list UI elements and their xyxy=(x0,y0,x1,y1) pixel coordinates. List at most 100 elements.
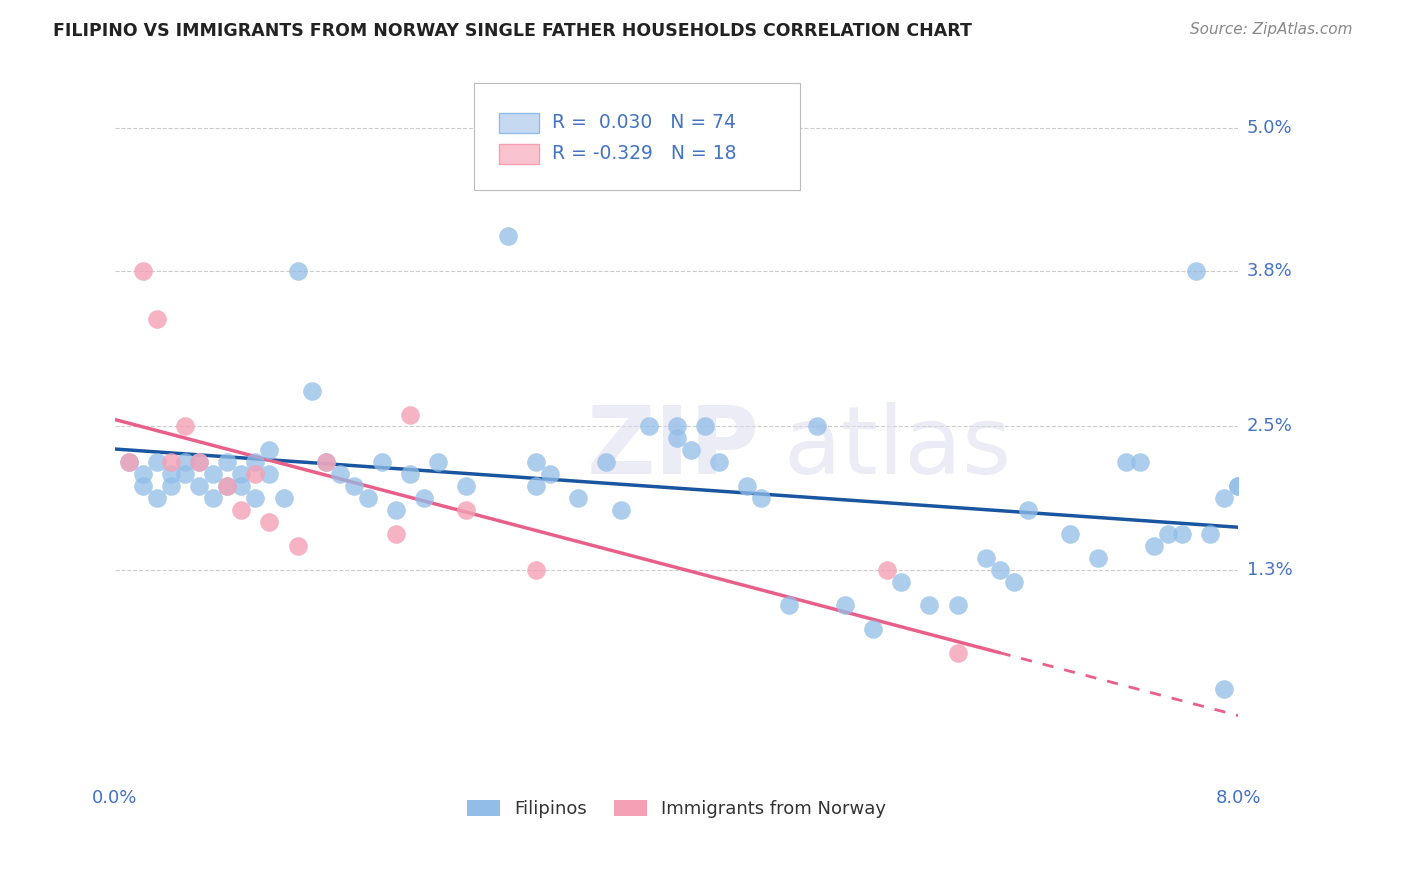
Text: ZIP: ZIP xyxy=(586,402,759,494)
Point xyxy=(1129,455,1152,469)
Point xyxy=(707,455,730,469)
Point xyxy=(637,419,659,434)
Point xyxy=(301,384,323,398)
Text: 5.0%: 5.0% xyxy=(1247,120,1292,137)
Point xyxy=(329,467,352,482)
Point xyxy=(876,563,898,577)
Text: R =  0.030   N = 74: R = 0.030 N = 74 xyxy=(553,113,735,132)
Point xyxy=(946,646,969,660)
Point xyxy=(524,455,547,469)
Point xyxy=(315,455,337,469)
Point xyxy=(146,312,169,326)
FancyBboxPatch shape xyxy=(474,83,800,190)
Point xyxy=(609,503,631,517)
Point xyxy=(482,145,505,159)
Point xyxy=(245,467,267,482)
Point xyxy=(427,455,450,469)
Point xyxy=(693,419,716,434)
Point xyxy=(524,479,547,493)
Point xyxy=(343,479,366,493)
Text: 2.5%: 2.5% xyxy=(1247,417,1292,435)
Point xyxy=(188,455,211,469)
Point xyxy=(174,467,197,482)
Point xyxy=(217,479,239,493)
Legend: Filipinos, Immigrants from Norway: Filipinos, Immigrants from Norway xyxy=(460,793,893,825)
Point xyxy=(287,539,309,553)
Point xyxy=(217,479,239,493)
Text: R = -0.329   N = 18: R = -0.329 N = 18 xyxy=(553,145,737,163)
Point xyxy=(132,479,155,493)
Point xyxy=(188,479,211,493)
Point xyxy=(160,455,183,469)
Point xyxy=(231,479,253,493)
Point xyxy=(454,503,477,517)
Point xyxy=(160,479,183,493)
Point xyxy=(259,515,281,529)
Point xyxy=(679,443,702,458)
Point xyxy=(988,563,1011,577)
Point xyxy=(890,574,912,589)
Point xyxy=(399,467,422,482)
Point xyxy=(946,599,969,613)
Point xyxy=(778,599,800,613)
Point xyxy=(1115,455,1137,469)
Point xyxy=(202,491,225,505)
Point xyxy=(259,443,281,458)
Point xyxy=(1059,526,1081,541)
Point xyxy=(118,455,141,469)
Point xyxy=(1227,479,1250,493)
Point xyxy=(1185,264,1208,278)
Point xyxy=(1213,491,1236,505)
Point xyxy=(1087,550,1109,565)
Point xyxy=(665,431,688,445)
Point xyxy=(385,526,408,541)
Point xyxy=(1227,479,1250,493)
Point xyxy=(413,491,436,505)
Point xyxy=(665,419,688,434)
Point xyxy=(834,599,856,613)
Point xyxy=(1002,574,1025,589)
Point xyxy=(1143,539,1166,553)
Point xyxy=(146,491,169,505)
Point xyxy=(202,467,225,482)
Point xyxy=(974,550,997,565)
Point xyxy=(132,264,155,278)
Point xyxy=(1171,526,1194,541)
Point xyxy=(188,455,211,469)
Point xyxy=(174,419,197,434)
Point xyxy=(1157,526,1180,541)
FancyBboxPatch shape xyxy=(499,144,538,164)
Text: Source: ZipAtlas.com: Source: ZipAtlas.com xyxy=(1189,22,1353,37)
Point xyxy=(567,491,589,505)
Point xyxy=(357,491,380,505)
Point xyxy=(174,455,197,469)
Point xyxy=(538,467,561,482)
Point xyxy=(231,467,253,482)
Point xyxy=(918,599,941,613)
Point xyxy=(749,491,772,505)
Point xyxy=(371,455,394,469)
Point xyxy=(132,467,155,482)
Text: 3.8%: 3.8% xyxy=(1247,262,1292,280)
Point xyxy=(862,623,884,637)
Point xyxy=(496,228,519,243)
Point xyxy=(1213,681,1236,696)
Point xyxy=(595,455,617,469)
Point xyxy=(1017,503,1039,517)
Point xyxy=(245,491,267,505)
Point xyxy=(385,503,408,517)
Text: FILIPINO VS IMMIGRANTS FROM NORWAY SINGLE FATHER HOUSEHOLDS CORRELATION CHART: FILIPINO VS IMMIGRANTS FROM NORWAY SINGL… xyxy=(53,22,973,40)
Point xyxy=(231,503,253,517)
Point xyxy=(118,455,141,469)
Point xyxy=(259,467,281,482)
Point xyxy=(217,455,239,469)
Point xyxy=(160,467,183,482)
Point xyxy=(146,455,169,469)
Point xyxy=(454,479,477,493)
Point xyxy=(524,563,547,577)
Point xyxy=(245,455,267,469)
FancyBboxPatch shape xyxy=(499,113,538,133)
Point xyxy=(315,455,337,469)
Text: atlas: atlas xyxy=(783,402,1012,494)
Point xyxy=(273,491,295,505)
